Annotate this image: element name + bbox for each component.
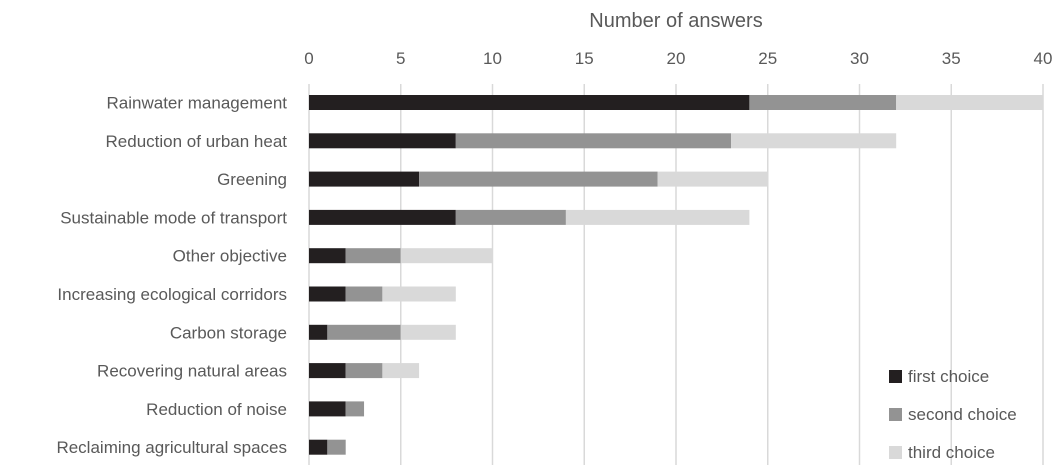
x-tick-label: 0 <box>304 49 313 68</box>
legend-swatch <box>889 370 902 383</box>
legend-label: first choice <box>908 367 989 386</box>
bars <box>309 95 1043 455</box>
bar-segment <box>309 286 346 302</box>
bar-segment <box>382 286 456 302</box>
legend-swatch <box>889 408 902 421</box>
x-tick-label: 10 <box>483 49 502 68</box>
bar-segment <box>657 171 768 187</box>
bar-segment <box>309 133 456 149</box>
bar-segment <box>345 401 365 417</box>
category-label: Increasing ecological corridors <box>57 285 287 304</box>
legend-swatch <box>889 446 902 459</box>
bar-segment <box>731 133 897 149</box>
x-axis-ticks: 0 5 10 15 20 25 30 35 40 <box>304 49 1052 68</box>
x-tick-label: 15 <box>575 49 594 68</box>
x-tick-label: 35 <box>942 49 961 68</box>
bar-segment <box>309 209 456 225</box>
x-tick-label: 30 <box>850 49 869 68</box>
legend-label: third choice <box>908 443 995 462</box>
bar-segment <box>309 401 346 417</box>
x-axis-title: Number of answers <box>589 10 762 32</box>
category-label: Greening <box>217 170 287 189</box>
bar-segment <box>749 95 897 110</box>
bar-segment <box>455 133 732 149</box>
x-tick-label: 40 <box>1034 49 1053 68</box>
bar-segment <box>565 209 750 225</box>
category-label: Carbon storage <box>170 323 287 342</box>
legend-label: second choice <box>908 405 1017 424</box>
category-label: Reduction of noise <box>146 400 287 419</box>
bar-segment <box>309 248 346 264</box>
bar-segment <box>345 363 383 379</box>
x-tick-label: 5 <box>396 49 405 68</box>
bar-segment <box>309 363 346 379</box>
bar-segment <box>896 95 1043 110</box>
bar-segment <box>400 248 493 264</box>
bar-segment <box>309 324 328 340</box>
category-labels: Rainwater management Reduction of urban h… <box>56 94 287 458</box>
x-tick-label: 25 <box>758 49 777 68</box>
bar-segment <box>345 248 401 264</box>
category-label: Reduction of urban heat <box>106 132 288 151</box>
legend: first choice second choice third choice <box>889 367 1017 462</box>
category-label: Reclaiming agricultural spaces <box>56 438 287 457</box>
category-label: Rainwater management <box>107 94 288 113</box>
x-tick-label: 20 <box>667 49 686 68</box>
bar-segment <box>327 324 401 340</box>
bar-segment <box>327 439 346 455</box>
bar-segment <box>400 324 456 340</box>
category-label: Other objective <box>173 247 287 266</box>
category-label: Sustainable mode of transport <box>60 208 287 227</box>
bar-segment <box>345 286 383 302</box>
bar-segment <box>309 95 750 110</box>
bar-segment <box>382 363 420 379</box>
bar-segment <box>309 439 328 455</box>
bar-segment <box>455 209 566 225</box>
bar-segment <box>309 171 420 187</box>
bar-segment <box>419 171 658 187</box>
category-label: Recovering natural areas <box>97 362 287 381</box>
